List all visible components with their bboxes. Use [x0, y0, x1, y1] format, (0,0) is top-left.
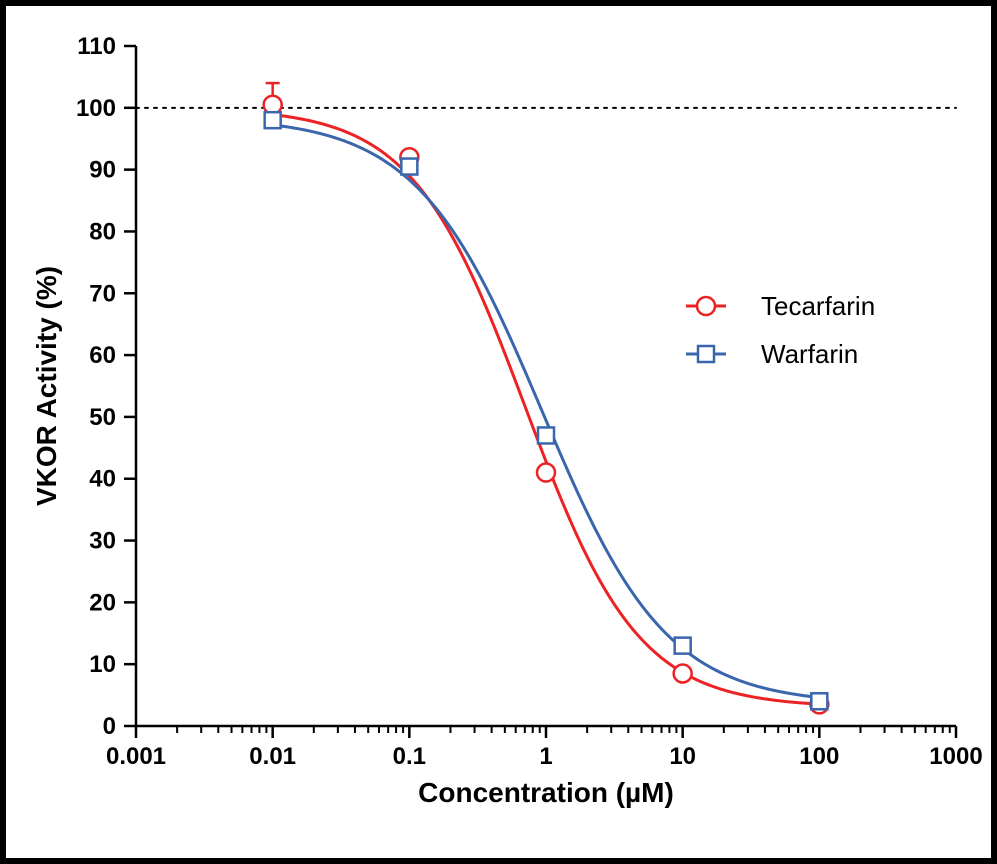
marker-warfarin [675, 638, 691, 654]
x-axis-title: Concentration (µM) [418, 777, 674, 808]
y-tick-label: 10 [89, 651, 116, 678]
legend-label-warfarin: Warfarin [761, 339, 858, 369]
x-tick-label: 0.001 [106, 743, 166, 770]
y-axis-title: VKOR Activity (%) [31, 266, 62, 506]
chart-frame: 01020304050607080901001100.0010.010.1110… [0, 0, 997, 864]
marker-tecarfarin [537, 464, 555, 482]
x-tick-label: 0.1 [393, 743, 426, 770]
x-tick-label: 1 [539, 743, 552, 770]
x-tick-label: 100 [799, 743, 839, 770]
chart-svg: 01020304050607080901001100.0010.010.1110… [6, 6, 991, 858]
y-tick-label: 80 [89, 218, 116, 245]
y-tick-label: 30 [89, 528, 116, 555]
y-tick-label: 70 [89, 280, 116, 307]
marker-warfarin [538, 427, 554, 443]
y-tick-label: 60 [89, 342, 116, 369]
y-tick-label: 110 [77, 33, 116, 60]
x-tick-label: 0.01 [249, 743, 296, 770]
x-tick-label: 1000 [929, 743, 982, 770]
y-tick-label: 40 [89, 466, 116, 493]
marker-warfarin [265, 112, 281, 128]
y-tick-label: 20 [89, 589, 116, 616]
y-tick-label: 50 [89, 404, 116, 431]
y-tick-label: 100 [76, 95, 116, 122]
marker-tecarfarin [697, 297, 715, 315]
curve-warfarin [273, 125, 820, 698]
marker-tecarfarin [674, 664, 692, 682]
y-tick-label: 90 [89, 157, 116, 184]
y-tick-label: 0 [103, 713, 116, 740]
x-tick-label: 10 [669, 743, 696, 770]
legend-label-tecarfarin: Tecarfarin [761, 291, 875, 321]
curve-tecarfarin [273, 115, 820, 705]
marker-warfarin [401, 159, 417, 175]
marker-warfarin [698, 346, 714, 362]
marker-warfarin [811, 693, 827, 709]
